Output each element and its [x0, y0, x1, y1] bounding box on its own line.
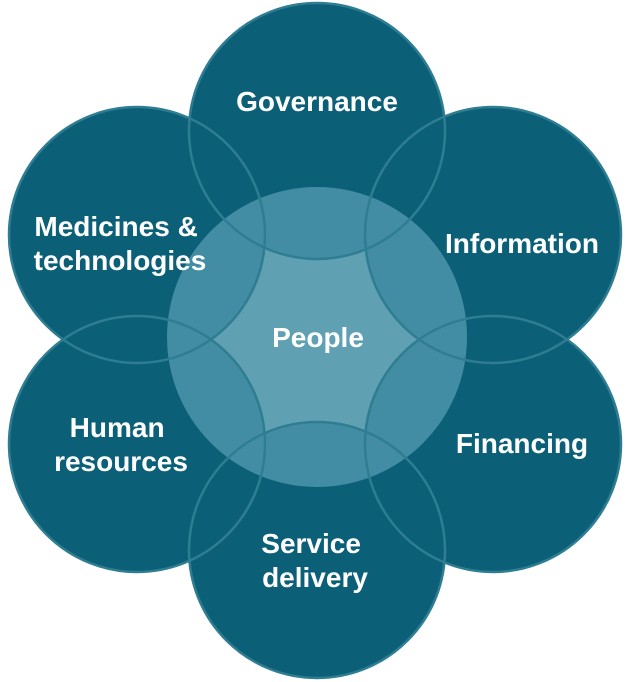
label-information: Information	[445, 228, 599, 259]
center-circle	[167, 187, 467, 487]
label-human-resources-line2: resources	[54, 446, 188, 477]
outline-governance	[187, 1, 447, 261]
label-service-delivery-line2: delivery	[262, 562, 368, 593]
label-medicines-technologies: Medicines & technologies	[34, 211, 207, 276]
petal-outlines	[7, 1, 623, 680]
label-medicines-line1: Medicines &	[34, 211, 197, 242]
outline-medicines-technologies	[7, 105, 267, 365]
outline-human-resources	[7, 314, 267, 574]
outline-information	[363, 105, 623, 365]
outline-service-delivery	[187, 420, 447, 680]
label-financing: Financing	[456, 428, 588, 459]
outline-financing	[363, 314, 623, 574]
label-human-resources: Human resources	[54, 412, 188, 477]
label-medicines-line2: technologies	[34, 245, 207, 276]
label-service-delivery: Service delivery	[261, 528, 368, 593]
label-service-delivery-line1: Service	[261, 528, 361, 559]
label-human-resources-line1: Human	[70, 412, 165, 443]
label-governance: Governance	[236, 86, 398, 117]
label-center-people: People	[272, 322, 364, 353]
